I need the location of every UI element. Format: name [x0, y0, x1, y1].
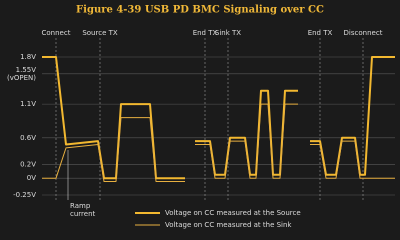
- y-tick-note: (vOPEN): [7, 74, 36, 82]
- legend-label: Voltage on CC measured at the Sink: [165, 221, 292, 229]
- y-tick-label: 1.55V: [16, 66, 37, 74]
- y-tick-label: 0.2V: [20, 161, 36, 169]
- series-line: [195, 103, 298, 179]
- chart-title: Figure 4-39 USB PD BMC Signaling over CC: [76, 5, 324, 16]
- y-tick-label: 1.1V: [20, 100, 36, 108]
- event-label: End TX: [308, 29, 333, 37]
- y-tick-label: 1.8V: [20, 53, 36, 61]
- series-line: [195, 89, 298, 176]
- y-tick-label: 0V: [27, 174, 36, 182]
- series-line: [310, 56, 395, 176]
- chart: Figure 4-39 USB PD BMC Signaling over CC…: [0, 0, 400, 235]
- legend-label: Voltage on CC measured at the Source: [165, 209, 301, 217]
- series-line: [310, 140, 395, 179]
- background: [0, 0, 400, 235]
- event-label: Source TX: [82, 29, 118, 37]
- y-tick-label: -0.25V: [13, 191, 36, 199]
- event-label: End TX: [193, 29, 218, 37]
- annotation-text: Ramp: [70, 202, 91, 210]
- y-tick-label: 0.6V: [20, 134, 36, 142]
- annotation-text: current: [70, 210, 96, 218]
- event-label: Disconnect: [344, 29, 383, 37]
- event-label: Connect: [42, 29, 71, 37]
- series-line: [42, 117, 185, 182]
- event-label: Sink TX: [215, 29, 241, 37]
